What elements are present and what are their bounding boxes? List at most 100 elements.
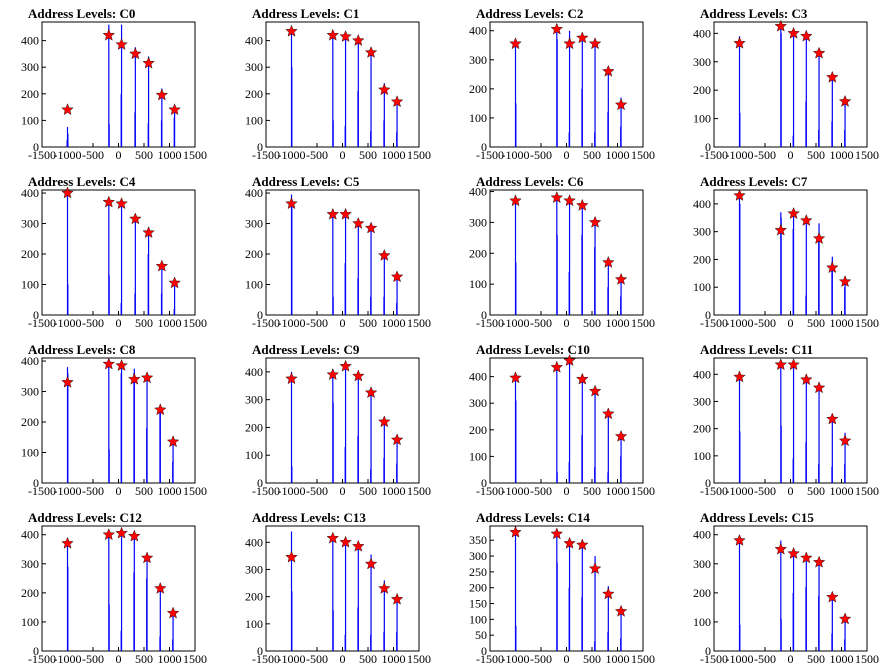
x-tick-label: -1500: [252, 652, 280, 666]
peak-star-marker: [166, 606, 180, 619]
y-tick-label: 200: [469, 423, 487, 437]
chart-title: Address Levels: C5: [252, 174, 360, 189]
y-tick-label: 300: [21, 217, 39, 231]
chart-panel: Address Levels: C0 0 100 200 300 400 -1500 -100…: [0, 0, 224, 168]
chart-panel: Address Levels: C12 0 100 200 300 400 -1500 -10…: [0, 504, 224, 672]
chart-title: Address Levels: C12: [28, 510, 142, 525]
peak-star-marker: [787, 26, 800, 39]
peak-star-marker: [733, 189, 746, 201]
chart-title: Address Levels: C14: [476, 510, 590, 525]
peak-star-marker: [774, 358, 788, 371]
x-tick-label: 500: [359, 148, 377, 162]
chart-panel: Address Levels: C7 0 100 200 300 400 -1500 -100…: [672, 168, 896, 336]
chart-plot: 0 100 200 300 400 -1500-1000 -500 0 500 1000 1500: [245, 525, 431, 666]
peak-star-marker: [588, 384, 602, 397]
y-tick-label: 200: [693, 422, 711, 436]
x-tick-label: 0: [116, 652, 122, 666]
peak-star-marker: [826, 412, 839, 425]
y-tick-label: 300: [245, 393, 263, 407]
chart-panel: Address Levels: C5 0 100 200 300 400 -1500 -100…: [224, 168, 448, 336]
chart-plot: 0 100 200 300 400 -1500-1000 -500 0 500 1000 1500: [469, 185, 655, 330]
x-tick-label: -1500: [252, 148, 280, 162]
peak-star-marker: [128, 372, 141, 385]
x-tick-label: -1000: [502, 316, 530, 330]
peak-star-marker: [285, 372, 298, 385]
y-tick-label: 400: [693, 367, 711, 381]
peak-star-marker: [774, 223, 788, 236]
chart-plot: 0 100 200 300 400 -1500-1000 -500 0 500 1000 1500: [21, 525, 207, 666]
x-tick-label: 0: [340, 148, 346, 162]
peak-star-marker: [800, 214, 813, 226]
peak-star-marker: [774, 542, 788, 555]
peak-star-marker: [563, 194, 576, 207]
peak-star-marker: [576, 31, 589, 44]
y-tick-label: 350: [469, 533, 487, 547]
y-tick-label: 400: [469, 185, 487, 199]
x-tick-label: 0: [116, 316, 122, 330]
y-tick-label: 250: [469, 565, 487, 579]
chart-panel: Address Levels: C4 0 100 200 300 400 -1500 -100…: [0, 168, 224, 336]
x-tick-label: -1500: [700, 148, 728, 162]
x-tick-label: 0: [564, 652, 570, 666]
y-tick-label: 0: [33, 308, 39, 322]
peak-star-marker: [326, 368, 340, 380]
x-tick-label: 0: [340, 484, 346, 498]
y-tick-label: 200: [469, 246, 487, 260]
x-tick-label: 500: [135, 316, 153, 330]
peak-star-marker: [364, 46, 378, 58]
x-tick-label: -1500: [700, 316, 728, 330]
x-tick-label: 1000: [382, 148, 406, 162]
peak-star-marker: [115, 38, 128, 50]
x-tick-label: -1000: [54, 652, 82, 666]
peak-star-marker: [614, 98, 628, 111]
y-tick-label: 100: [469, 277, 487, 291]
y-tick-label: 0: [257, 476, 263, 490]
y-tick-label: 400: [245, 365, 263, 379]
x-tick-label: -1500: [700, 652, 728, 666]
chart-plot: 0 100 200 300 400 -1500-1000 -500 0 500 1000 1500: [245, 186, 431, 330]
peak-star-marker: [115, 359, 128, 371]
x-tick-label: -1000: [502, 484, 530, 498]
chart-title: Address Levels: C3: [700, 6, 808, 21]
x-tick-label: 500: [807, 484, 825, 498]
y-tick-label: 0: [33, 140, 39, 154]
plot-frame: [41, 189, 196, 316]
y-tick-label: 0: [481, 644, 487, 658]
x-tick-label: -1500: [476, 652, 504, 666]
x-tick-label: -500: [530, 484, 552, 498]
y-tick-label: 400: [693, 197, 711, 211]
peak-star-marker: [602, 587, 615, 600]
y-tick-label: 100: [21, 113, 39, 127]
x-tick-label: 0: [788, 148, 794, 162]
y-tick-label: 200: [21, 415, 39, 429]
y-tick-label: 0: [481, 308, 487, 322]
peak-star-marker: [129, 212, 142, 225]
x-tick-label: 1000: [158, 652, 182, 666]
peak-star-marker: [774, 19, 788, 32]
y-tick-label: 100: [245, 278, 263, 292]
peak-star-marker: [812, 232, 826, 244]
x-tick-label: 1500: [183, 148, 207, 162]
chart-panel: Address Levels: C10 0 100 200 300 400 -1500 -10…: [448, 336, 672, 504]
x-tick-label: 1500: [183, 652, 207, 666]
peak-star-marker: [102, 357, 116, 370]
x-tick-label: 1000: [382, 484, 406, 498]
peak-star-marker: [588, 215, 602, 228]
x-tick-label: 1000: [830, 484, 854, 498]
y-tick-label: 300: [245, 60, 263, 74]
x-tick-label: -1000: [278, 484, 306, 498]
y-tick-label: 0: [705, 140, 711, 154]
x-tick-label: -1000: [278, 148, 306, 162]
x-tick-label: -1500: [252, 316, 280, 330]
chart-panel: Address Levels: C9 0 100 200 300 400 -1500 -100…: [224, 336, 448, 504]
peak-star-marker: [509, 525, 522, 538]
peak-star-marker: [155, 88, 169, 101]
y-tick-label: 400: [693, 528, 711, 542]
chart-panel: Address Levels: C11 0 100 200 300 400 -1500 -10…: [672, 336, 896, 504]
peak-star-marker: [115, 526, 128, 539]
peak-star-marker: [129, 47, 142, 60]
chart-title: Address Levels: C9: [252, 342, 360, 357]
x-tick-label: -500: [530, 148, 552, 162]
chart-plot: 0 100 200 300 400 -1500-1000 -500 0 500 1000 1500: [21, 21, 207, 162]
